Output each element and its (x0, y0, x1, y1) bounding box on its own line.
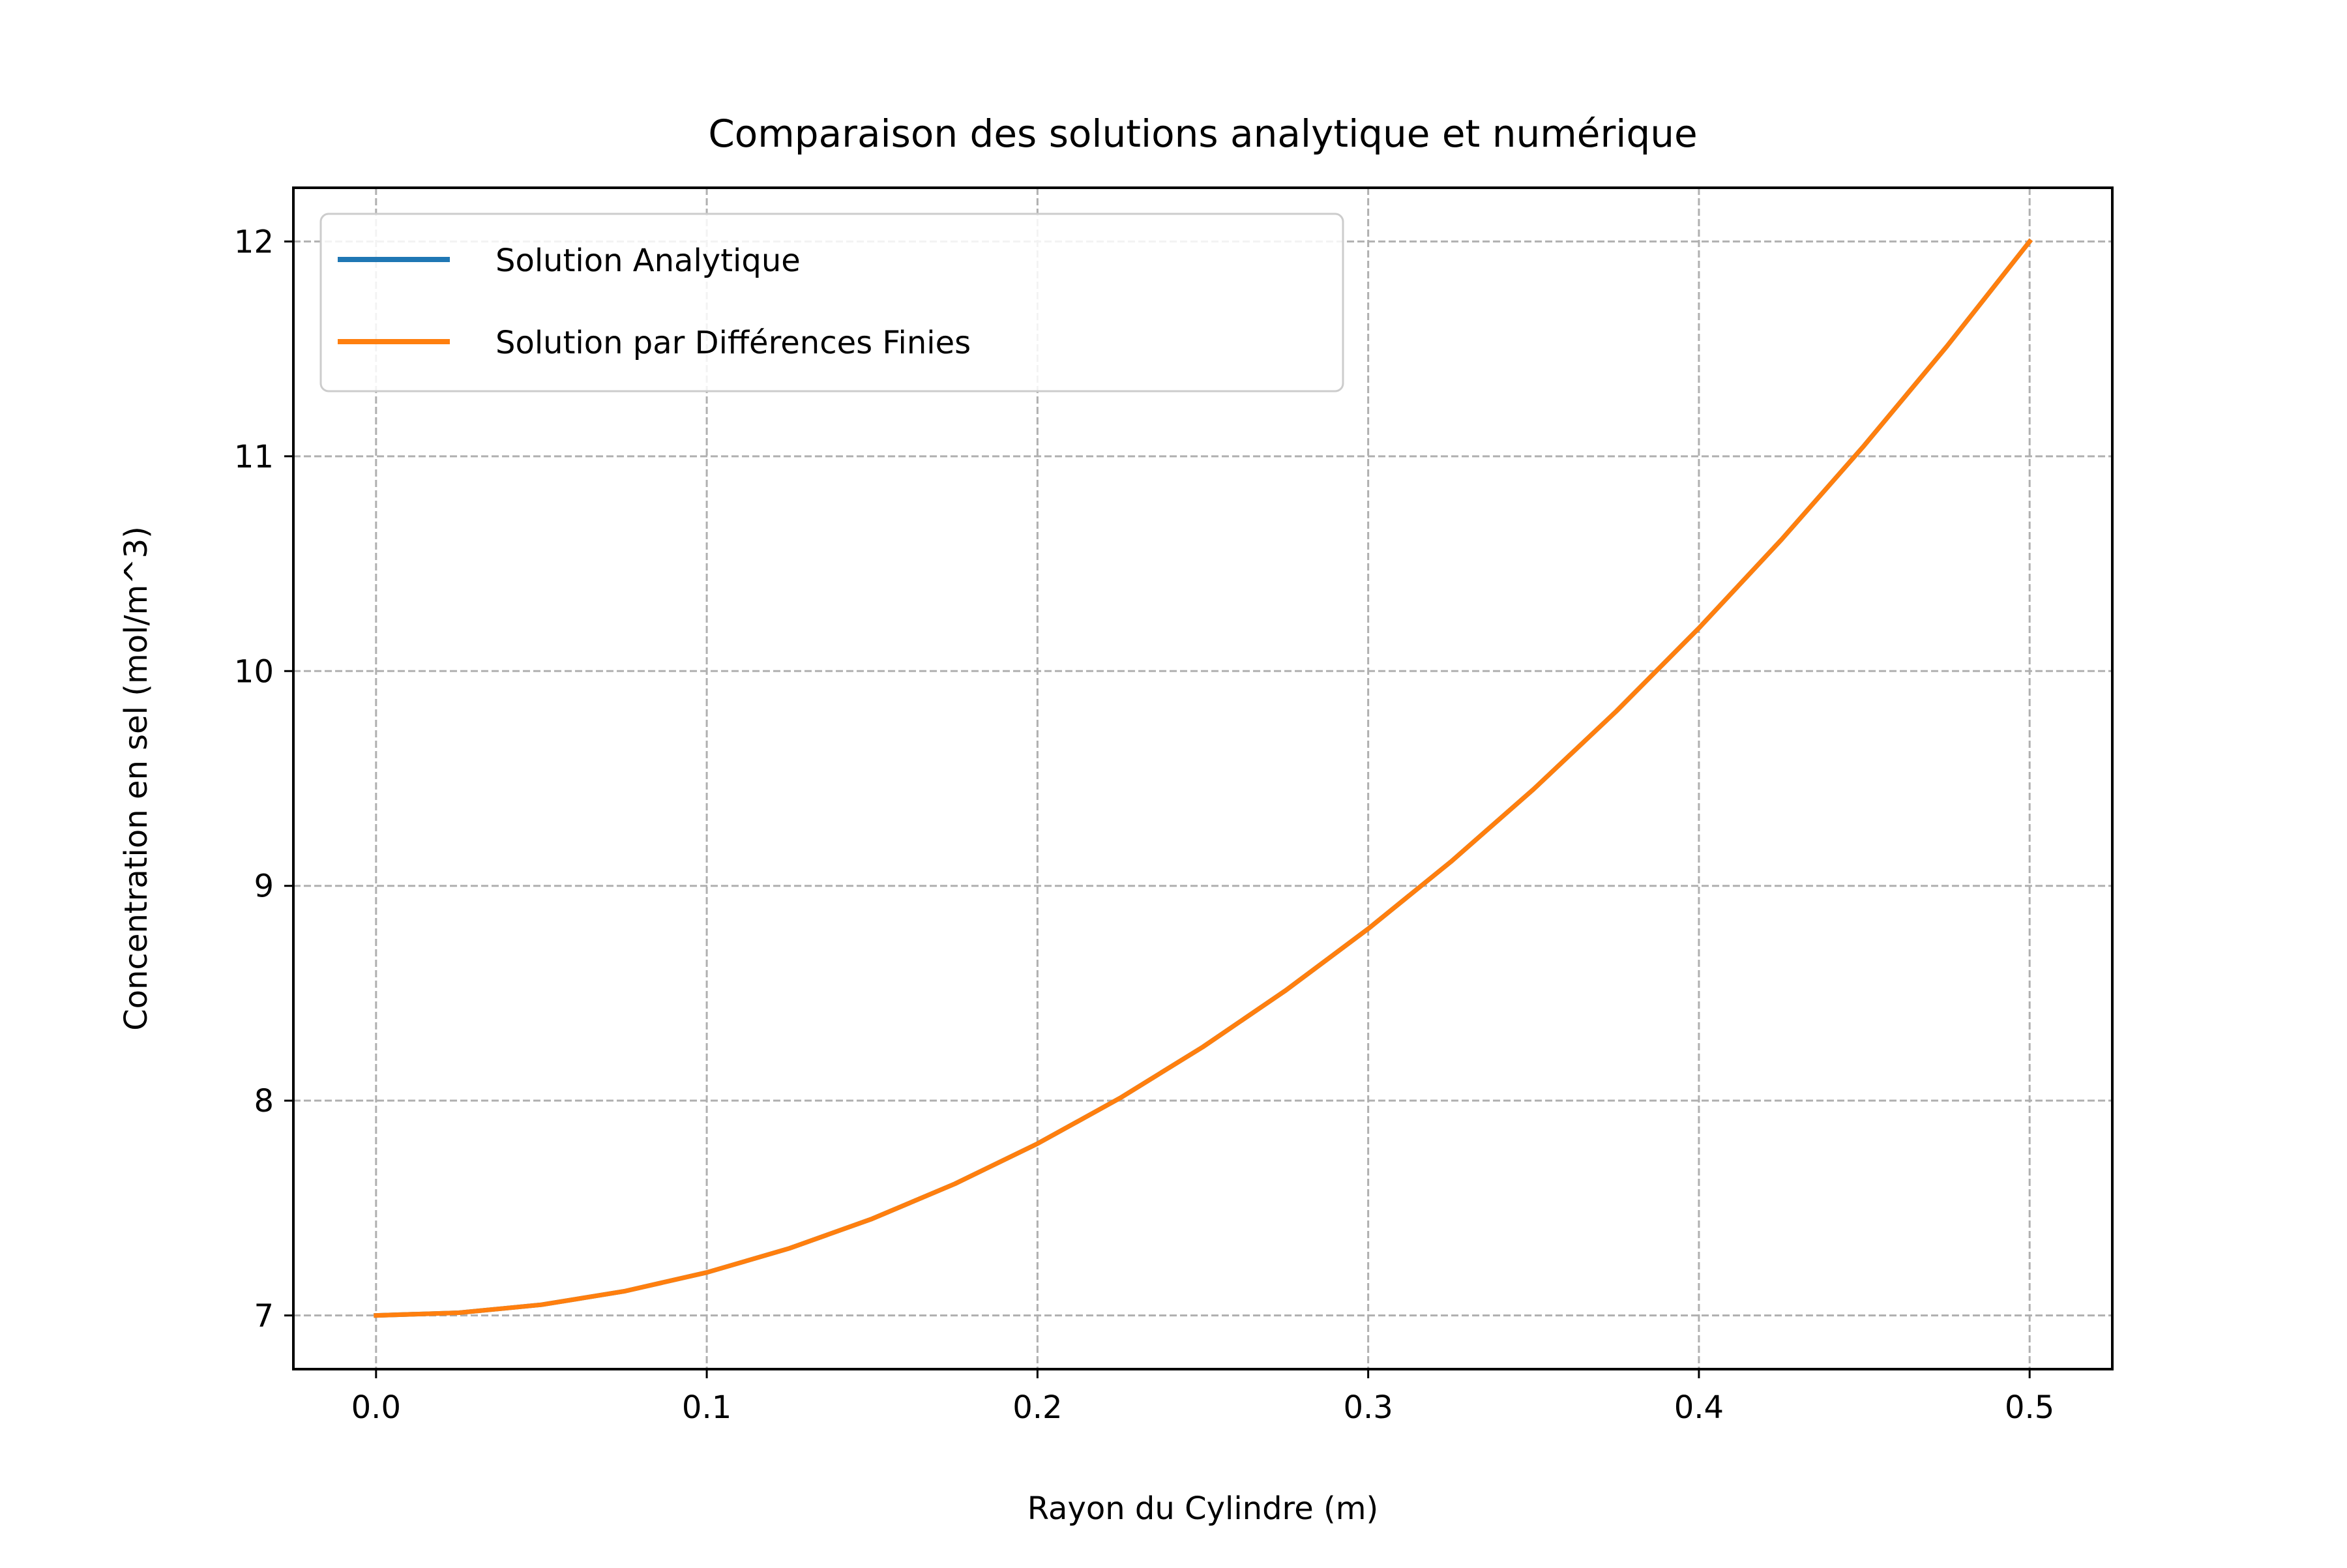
y-tick-label: 8 (254, 1083, 274, 1119)
chart-title: Comparaison des solutions analytique et … (708, 111, 1697, 156)
y-tick-label: 11 (234, 439, 274, 475)
axis-ticks: 0.0 0.1 0.2 0.3 0.4 0.5 7 8 9 10 11 12 (234, 224, 2054, 1426)
y-axis-label: Concentration en sel (mol/m^3) (118, 526, 155, 1031)
plot-frame (292, 186, 2114, 1370)
series-lines (374, 238, 2033, 1318)
legend-label-analytique: Solution Analytique (495, 243, 801, 279)
x-tick-label: 0.0 (351, 1389, 401, 1426)
x-tick-label: 0.1 (682, 1389, 731, 1426)
x-tick-label: 0.2 (1012, 1389, 1062, 1426)
x-axis-label: Rayon du Cylindre (m) (1027, 1490, 1378, 1527)
y-tick-label: 9 (254, 868, 274, 905)
y-tick-label: 10 (234, 653, 274, 690)
legend-box (319, 213, 1344, 392)
x-tick-label: 0.4 (1674, 1389, 1724, 1426)
legend-label-differences-finies: Solution par Différences Finies (495, 325, 971, 361)
x-tick-label: 0.3 (1343, 1389, 1393, 1426)
y-tick-label: 12 (234, 224, 274, 260)
y-tick-label: 7 (254, 1298, 274, 1335)
x-tick-label: 0.5 (2005, 1389, 2054, 1426)
legend: Solution Analytique Solution par Différe… (319, 213, 1344, 392)
series-line-differences-finies (374, 238, 2033, 1318)
